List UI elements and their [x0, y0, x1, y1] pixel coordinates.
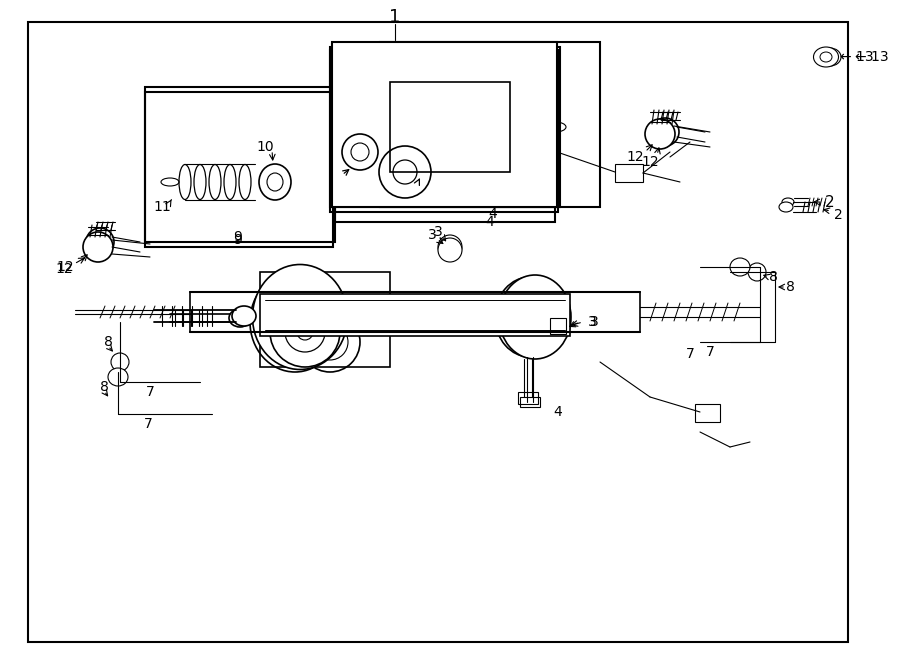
Text: 10: 10 [256, 140, 274, 154]
Text: 8: 8 [100, 380, 108, 394]
Text: 12: 12 [55, 262, 73, 276]
Circle shape [83, 232, 113, 262]
Bar [330, 50, 558, 212]
Text: 6: 6 [338, 173, 346, 187]
Text: 12: 12 [641, 155, 659, 169]
Text: 1: 1 [390, 8, 400, 26]
Text: ← 13: ← 13 [840, 50, 874, 64]
Bar [260, 272, 390, 367]
Ellipse shape [108, 368, 128, 386]
Text: 8: 8 [786, 280, 795, 294]
Text: 9: 9 [486, 190, 494, 204]
Text: 7: 7 [144, 417, 152, 431]
Text: 12: 12 [626, 150, 644, 164]
Bar [695, 404, 720, 422]
Text: 7: 7 [686, 347, 695, 361]
Text: 3: 3 [590, 315, 598, 329]
Circle shape [645, 119, 675, 149]
Text: 4: 4 [486, 215, 494, 229]
Bar [145, 87, 335, 242]
Text: 8: 8 [769, 270, 778, 284]
Ellipse shape [730, 258, 750, 276]
Text: ← 13: ← 13 [855, 50, 888, 64]
Ellipse shape [779, 202, 793, 212]
Text: 3: 3 [588, 315, 597, 329]
Bar [335, 57, 555, 222]
Text: 3: 3 [428, 228, 436, 242]
Text: 7: 7 [146, 385, 155, 399]
Text: 6: 6 [338, 180, 346, 194]
Text: 5: 5 [396, 187, 404, 201]
Text: 8: 8 [104, 335, 112, 349]
Text: 12: 12 [56, 260, 74, 274]
Bar [190, 292, 640, 332]
Bar [518, 392, 538, 404]
Text: 7: 7 [706, 345, 715, 359]
Ellipse shape [814, 47, 839, 67]
Bar [332, 42, 557, 207]
Text: 4: 4 [554, 405, 562, 419]
Text: 2: 2 [833, 208, 842, 222]
Bar [520, 397, 540, 407]
Text: 3: 3 [434, 225, 443, 239]
Text: 11: 11 [536, 85, 554, 99]
Ellipse shape [253, 265, 347, 369]
Text: 2: 2 [825, 195, 835, 209]
Bar [390, 82, 510, 172]
Ellipse shape [232, 306, 256, 326]
Circle shape [438, 238, 462, 262]
Bar [390, 87, 510, 182]
Bar [615, 164, 643, 182]
Bar [260, 294, 570, 336]
Bar [548, 320, 564, 336]
Text: 9: 9 [486, 193, 494, 207]
Bar [550, 318, 566, 334]
Ellipse shape [499, 275, 571, 359]
Text: 10: 10 [401, 178, 419, 192]
Text: 9: 9 [234, 233, 242, 247]
Text: 5: 5 [409, 180, 418, 194]
Text: 9: 9 [234, 230, 242, 244]
Bar [330, 47, 560, 207]
Text: 4: 4 [489, 207, 498, 221]
Bar [380, 42, 600, 207]
Text: 11: 11 [153, 200, 171, 214]
Bar [145, 92, 333, 247]
